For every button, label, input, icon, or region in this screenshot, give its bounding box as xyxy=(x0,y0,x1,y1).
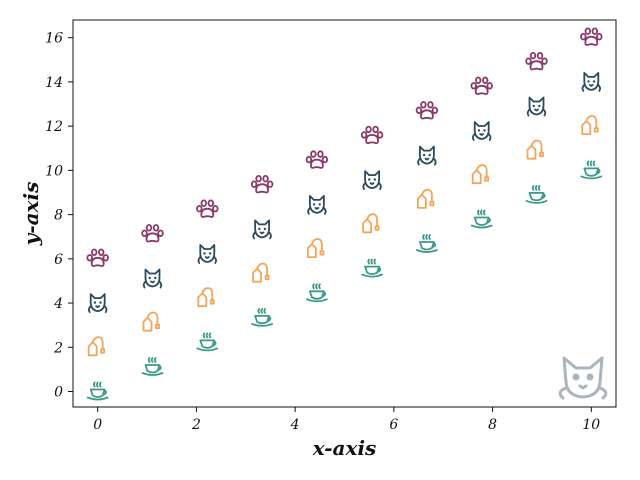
teabag-icon xyxy=(142,311,160,332)
paw-icon xyxy=(86,248,109,267)
teabag-icon xyxy=(197,287,215,308)
coffee-cup-icon xyxy=(196,332,219,352)
y-tick-label: 6 xyxy=(54,252,63,268)
cat-head-icon xyxy=(197,244,217,264)
y-axis-label: y-axis xyxy=(19,182,43,247)
x-tick-label: 6 xyxy=(389,417,398,433)
teabag-icon xyxy=(362,213,380,234)
paw-icon xyxy=(415,101,439,120)
teabag-icon xyxy=(87,336,106,357)
y-tick-label: 0 xyxy=(54,385,63,401)
plot-area xyxy=(72,19,617,408)
x-tick-label: 0 xyxy=(93,417,102,433)
teabag-icon xyxy=(252,262,270,283)
y-tick-label: 4 xyxy=(53,296,63,312)
teabag-icon xyxy=(526,139,544,160)
cat-head-icon xyxy=(142,268,163,289)
cat-head-icon xyxy=(526,96,547,117)
x-axis-label: x-axis xyxy=(312,436,377,460)
coffee-cup-icon xyxy=(525,184,548,204)
coffee-cup-icon xyxy=(580,160,603,180)
y-tick-label: 12 xyxy=(45,119,63,135)
teabag-icon xyxy=(581,115,599,135)
y-axis-ticks: 0 2 4 6 8 10 12 14 16 xyxy=(45,31,73,401)
x-tick-label: 2 xyxy=(191,417,201,433)
coffee-cup-icon xyxy=(251,307,274,327)
paw-icon xyxy=(196,199,219,218)
cat-head-icon xyxy=(307,194,327,215)
coffee-cup-icon xyxy=(361,258,384,278)
paw-icon xyxy=(360,125,384,145)
paw-icon xyxy=(250,174,274,194)
paw-icon xyxy=(470,76,493,95)
coffee-cup-icon xyxy=(415,234,438,253)
x-tick-label: 4 xyxy=(290,417,300,433)
coffee-cup-icon xyxy=(470,209,493,229)
cat-head-icon xyxy=(417,145,437,166)
y-tick-label: 10 xyxy=(45,163,63,179)
x-tick-label: 10 xyxy=(582,417,600,433)
cat-head-icon xyxy=(362,170,382,191)
paw-icon xyxy=(305,150,329,169)
cat-head-icon xyxy=(252,219,272,240)
y-tick-label: 2 xyxy=(53,340,63,356)
coffee-cup-icon xyxy=(141,357,164,376)
x-tick-label: 8 xyxy=(488,417,497,433)
paw-icon xyxy=(580,27,603,46)
cat-head-icon xyxy=(472,121,492,141)
paw-icon xyxy=(525,52,548,71)
y-tick-label: 14 xyxy=(45,75,63,91)
coffee-cup-icon xyxy=(86,381,109,401)
teabag-icon xyxy=(471,164,490,185)
data-markers xyxy=(86,27,603,401)
cat-head-icon xyxy=(581,72,601,92)
y-tick-label: 16 xyxy=(45,31,63,47)
teabag-icon xyxy=(416,188,435,209)
y-tick-label: 8 xyxy=(54,208,63,224)
paw-icon xyxy=(141,224,164,243)
x-axis-ticks: 0 2 4 6 8 10 xyxy=(93,407,600,433)
cat-face-icon xyxy=(558,356,608,400)
teabag-icon xyxy=(306,238,325,259)
cat-head-icon xyxy=(88,293,108,314)
coffee-cup-icon xyxy=(305,283,328,303)
